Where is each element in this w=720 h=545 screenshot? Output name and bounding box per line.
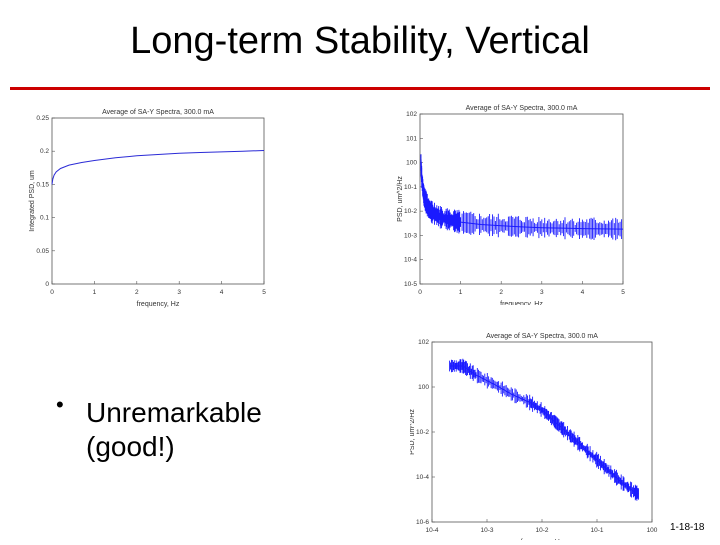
x-tick-label: 10-3 xyxy=(480,527,493,534)
x-tick-label: 5 xyxy=(621,289,625,296)
x-tick-label: 3 xyxy=(540,289,544,296)
x-tick-label: 4 xyxy=(581,289,585,296)
y-tick-label: 100 xyxy=(418,384,429,391)
x-tick-label: 0 xyxy=(50,289,54,296)
chart-psd-linear-frequency-svg: Average of SA-Y Spectra, 300.0 mA 0 1 2 3 4 5 1… xyxy=(397,105,625,308)
x-tick-label: 10-1 xyxy=(590,527,603,534)
y-tick-label: 101 xyxy=(406,135,417,142)
y-tick-label: 10-1 xyxy=(404,184,417,191)
y-tick-label: 10-4 xyxy=(416,474,429,481)
x-tick-label: 0 xyxy=(418,289,422,296)
y-tick-label: 10-5 xyxy=(404,281,417,288)
x-tick-label: 3 xyxy=(177,289,181,296)
chart-integrated-psd-svg: Average of SA-Y Spectra, 300.0 mA 0 1 2 3 4 5 0… xyxy=(29,109,266,308)
chart-title: Average of SA-Y Spectra, 300.0 mA xyxy=(466,105,578,112)
series-line xyxy=(51,150,265,185)
chart-psd-linear-frequency: Average of SA-Y Spectra, 300.0 mA 0 1 2 3 4 5 1… xyxy=(386,100,641,308)
y-tick-label: 0.15 xyxy=(36,181,49,188)
y-tick-label: 10-6 xyxy=(416,519,429,526)
x-tick-label: 2 xyxy=(135,289,139,296)
y-tick-label: 100 xyxy=(406,160,417,167)
chart-title: Average of SA-Y Spectra, 300.0 mA xyxy=(486,333,598,340)
plot-frame xyxy=(51,117,265,285)
y-tick-label: 0.1 xyxy=(40,215,49,222)
chart-psd-log-frequency: Average of SA-Y Spectra, 300.0 mA 10-4 10-… xyxy=(409,330,670,545)
y-tick-label: 10-4 xyxy=(404,257,417,264)
y-tick-label: 102 xyxy=(406,111,417,118)
series-noise-band xyxy=(449,358,639,501)
x-tick-label: 5 xyxy=(262,289,266,296)
series-noise-band xyxy=(420,154,623,241)
y-tick-label: 0.2 xyxy=(40,148,49,155)
y-axis-label: Integrated PSD, um xyxy=(29,170,36,232)
x-tick-label: 10-2 xyxy=(535,527,548,534)
x-tick-label: 1 xyxy=(459,289,463,296)
y-tick-label: 0 xyxy=(45,281,49,288)
slide-number: 1-18-18 xyxy=(670,522,705,533)
title-underline xyxy=(10,87,710,90)
x-tick-label: 2 xyxy=(499,289,503,296)
chart-title: Average of SA-Y Spectra, 300.0 mA xyxy=(102,109,214,116)
y-tick-label: 10-2 xyxy=(416,429,429,436)
x-axis-label: frequency, Hz xyxy=(137,301,180,308)
bullet-text: Unremarkable (good!) xyxy=(86,397,262,462)
chart-integrated-psd: Average of SA-Y Spectra, 300.0 mA 0 1 2 3 4 5 0… xyxy=(28,100,278,310)
y-tick-label: 0.25 xyxy=(36,115,49,122)
x-tick-label: 10-4 xyxy=(425,527,438,534)
x-tick-label: 100 xyxy=(647,527,658,534)
y-tick-label: 102 xyxy=(418,339,429,346)
plot-frame xyxy=(419,113,624,285)
x-tick-label: 4 xyxy=(220,289,224,296)
x-tick-label: 1 xyxy=(93,289,97,296)
slide-title: Long-term Stability, Vertical xyxy=(130,20,590,62)
y-axis-label: PSD, um^2/Hz xyxy=(397,176,404,222)
y-tick-label: 0.05 xyxy=(36,248,49,255)
bullet-icon: • xyxy=(56,392,64,417)
y-tick-label: 10-3 xyxy=(404,232,417,239)
x-axis-label: frequency, Hz xyxy=(500,301,543,305)
y-tick-label: 10-2 xyxy=(404,208,417,215)
y-axis-label: PSD, um^2/Hz xyxy=(410,409,416,455)
